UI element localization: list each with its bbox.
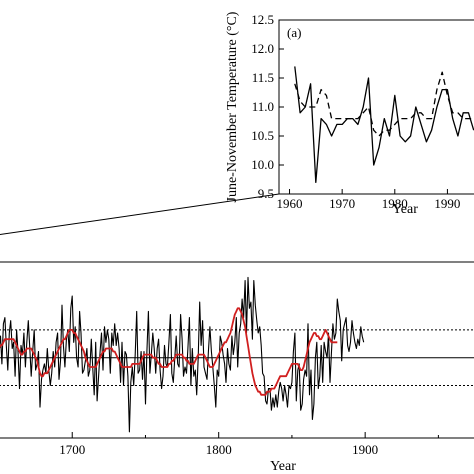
inset-chart: 9.5 10.0 10.5 11.0 11.5 12.0 12.5 1960 1970 1980 1…	[225, 11, 474, 217]
inset-x-tick-label: 1990	[434, 196, 460, 211]
inset-series-solid	[294, 66, 474, 184]
inset-y-tick-label: 9.5	[258, 186, 274, 201]
main-ticks: 1700 1800 1900	[59, 432, 439, 457]
main-series	[0, 276, 365, 433]
inset-x-tick-label: 1970	[329, 196, 355, 211]
main-chart: 1700 1800 1900 Year	[0, 261, 474, 474]
zoom-connector-left	[0, 193, 280, 236]
inset-ticks: 9.5 10.0 10.5 11.0 11.5 12.0 12.5 1960 1970 1980 1…	[251, 12, 460, 211]
inset-y-axis-title: June-November Temperature (°C)	[225, 11, 240, 202]
inset-y-tick-label: 11.0	[252, 99, 274, 114]
main-plot-frame	[0, 261, 474, 439]
inset-x-tick-label: 1960	[277, 196, 303, 211]
main-x-tick-label: 1800	[206, 442, 232, 457]
inset-x-tick-label: 1980	[382, 196, 408, 211]
main-x-tick-label: 1700	[59, 442, 85, 457]
inset-plot-frame	[278, 19, 474, 195]
inset-x-axis-title: Year	[392, 202, 418, 217]
inset-series	[294, 66, 474, 184]
inset-y-tick-label: 12.5	[251, 12, 274, 27]
inset-y-tick-label: 10.0	[251, 157, 274, 172]
inset-y-tick-label: 11.5	[252, 70, 274, 85]
main-x-tick-label: 1900	[352, 442, 378, 457]
main-x-axis-title: Year	[270, 459, 296, 474]
main-series-raw	[0, 276, 365, 433]
inset-series-dashed	[294, 71, 474, 137]
main-series-smoothed	[0, 307, 338, 396]
inset-panel-label: (a)	[287, 25, 301, 40]
inset-y-tick-label: 12.0	[251, 41, 274, 56]
inset-y-tick-label: 10.5	[251, 128, 274, 143]
